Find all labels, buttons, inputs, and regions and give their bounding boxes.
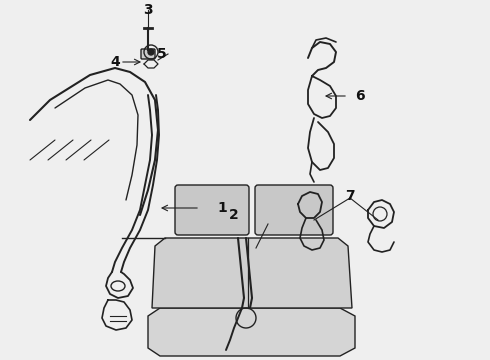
Text: 2: 2 — [229, 208, 239, 222]
Text: 3: 3 — [143, 3, 153, 17]
FancyBboxPatch shape — [175, 185, 249, 235]
Polygon shape — [148, 308, 355, 356]
Text: 7: 7 — [345, 189, 355, 203]
Text: 4: 4 — [110, 55, 120, 69]
FancyBboxPatch shape — [255, 185, 333, 235]
FancyBboxPatch shape — [141, 49, 155, 59]
Circle shape — [148, 49, 154, 55]
Text: 1: 1 — [217, 201, 227, 215]
Text: 5: 5 — [157, 47, 167, 61]
Text: 6: 6 — [355, 89, 365, 103]
Polygon shape — [152, 238, 352, 308]
